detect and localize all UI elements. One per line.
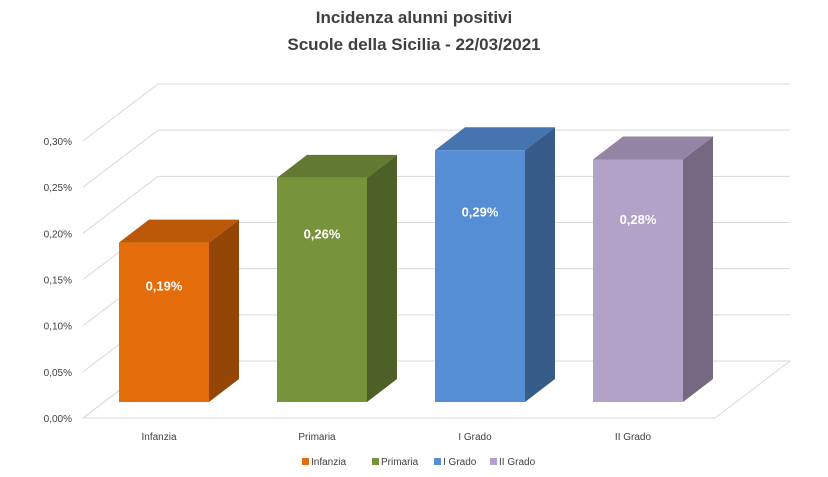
y-tick-label: 0,20% <box>44 229 72 240</box>
bar-side <box>209 219 239 402</box>
y-tick-label: 0,10% <box>44 322 72 333</box>
data-label: 0,19% <box>146 278 183 293</box>
bar-top <box>277 154 397 178</box>
bar-top <box>119 219 239 243</box>
y-tick-label: 0,25% <box>44 183 72 194</box>
bar-side <box>683 136 713 402</box>
x-tick-label: Primaria <box>298 432 336 443</box>
legend-entry: II Grado <box>499 457 536 468</box>
y-tick-label: 0,30% <box>44 137 72 148</box>
bar-top <box>435 127 555 151</box>
legend-entry: I Grado <box>443 457 477 468</box>
gridline <box>82 175 790 234</box>
legend-swatch <box>434 458 441 465</box>
chart-title: Incidenza alunni positivi <box>315 8 513 27</box>
data-label: 0,26% <box>304 227 341 242</box>
x-tick-label: I Grado <box>458 432 492 443</box>
bar-side <box>367 154 397 402</box>
y-tick-label: 0,15% <box>44 276 72 287</box>
data-label: 0,28% <box>620 212 657 227</box>
gridline <box>82 129 790 188</box>
bar-top <box>593 136 713 160</box>
data-label: 0,29% <box>462 205 499 220</box>
legend-swatch <box>490 458 497 465</box>
gridline <box>82 83 790 142</box>
legend-swatch <box>372 458 379 465</box>
legend-entry: Infanzia <box>311 457 346 468</box>
bar <box>593 159 683 402</box>
chart-subtitle: Scuole della Sicilia - 22/03/2021 <box>287 35 541 54</box>
bar-side <box>525 127 555 402</box>
bar <box>119 242 209 402</box>
y-tick-label: 0,00% <box>44 414 72 425</box>
bar <box>277 177 367 402</box>
bar <box>435 150 525 402</box>
legend-entry: Primaria <box>381 457 419 468</box>
x-tick-label: II Grado <box>615 432 652 443</box>
x-tick-label: Infanzia <box>141 432 176 443</box>
y-tick-label: 0,05% <box>44 368 72 379</box>
legend-swatch <box>302 458 309 465</box>
